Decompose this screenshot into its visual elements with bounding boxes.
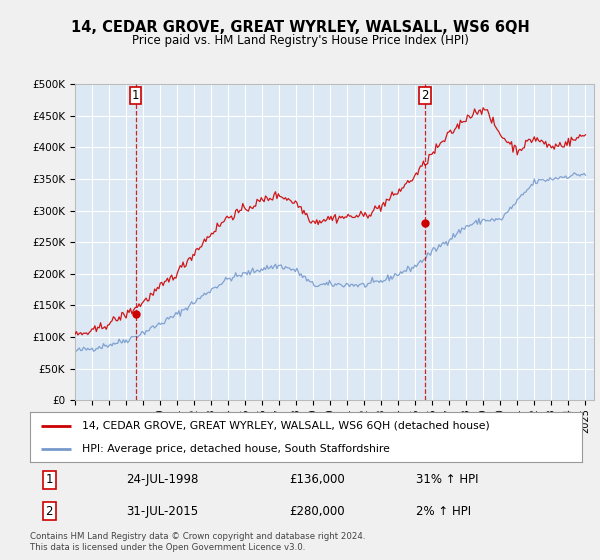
Text: 31-JUL-2015: 31-JUL-2015 [127,505,199,517]
Text: 1: 1 [46,473,53,486]
Text: Price paid vs. HM Land Registry's House Price Index (HPI): Price paid vs. HM Land Registry's House … [131,34,469,46]
Text: 2: 2 [46,505,53,517]
Text: HPI: Average price, detached house, South Staffordshire: HPI: Average price, detached house, Sout… [82,445,391,454]
Text: £136,000: £136,000 [289,473,345,486]
Text: 1: 1 [132,89,139,102]
Text: 2% ↑ HPI: 2% ↑ HPI [416,505,472,517]
Text: 14, CEDAR GROVE, GREAT WYRLEY, WALSALL, WS6 6QH: 14, CEDAR GROVE, GREAT WYRLEY, WALSALL, … [71,20,529,35]
Text: £280,000: £280,000 [289,505,345,517]
Text: Contains HM Land Registry data © Crown copyright and database right 2024.
This d: Contains HM Land Registry data © Crown c… [30,533,365,552]
Text: 31% ↑ HPI: 31% ↑ HPI [416,473,479,486]
Text: 24-JUL-1998: 24-JUL-1998 [127,473,199,486]
Text: 2: 2 [421,89,429,102]
Text: 14, CEDAR GROVE, GREAT WYRLEY, WALSALL, WS6 6QH (detached house): 14, CEDAR GROVE, GREAT WYRLEY, WALSALL, … [82,421,490,431]
